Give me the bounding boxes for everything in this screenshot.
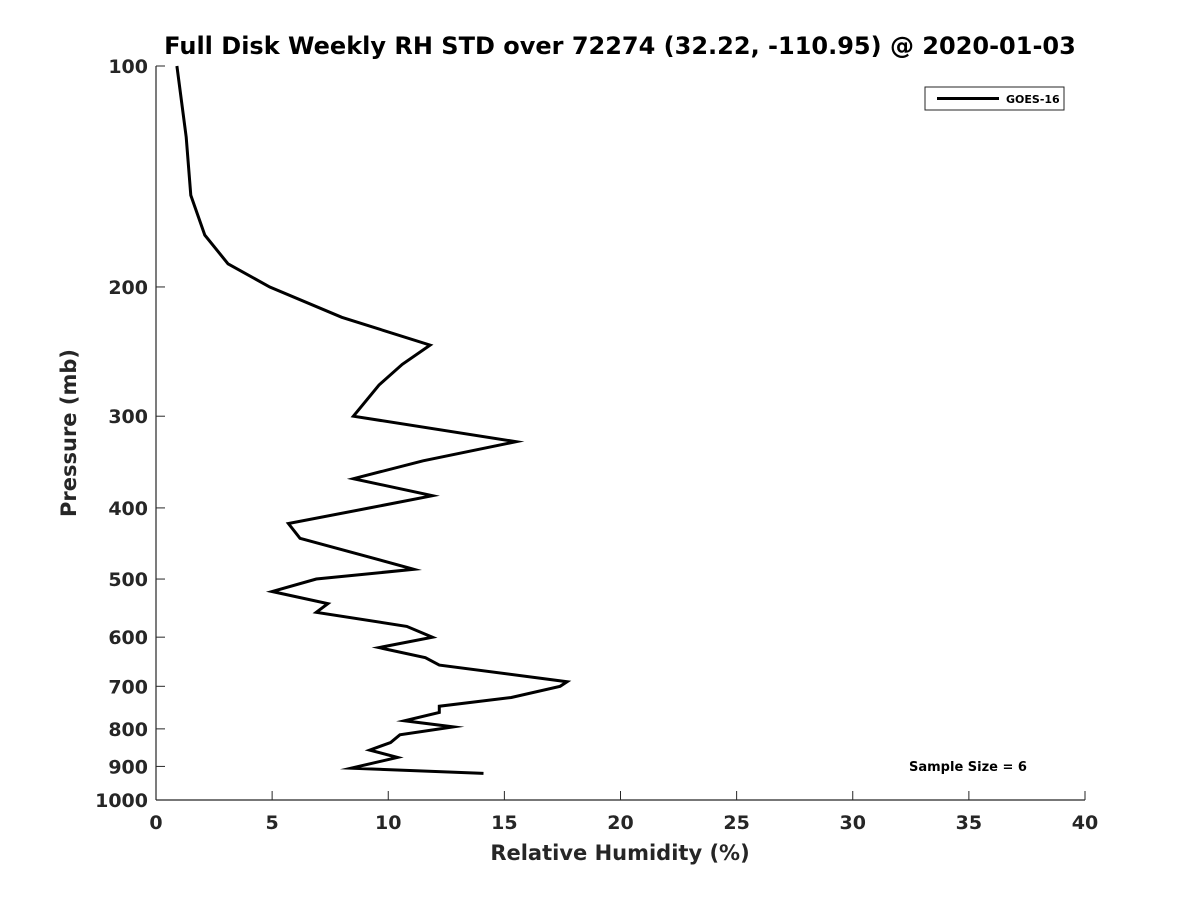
y-tick-label: 200 xyxy=(108,277,148,299)
y-tick-label: 500 xyxy=(108,569,148,591)
x-tick-label: 0 xyxy=(149,812,162,834)
x-tick-label: 20 xyxy=(607,812,633,834)
chart-title: Full Disk Weekly RH STD over 72274 (32.2… xyxy=(164,32,1076,60)
y-tick-label: 800 xyxy=(108,719,148,741)
y-axis-label: Pressure (mb) xyxy=(57,349,81,517)
legend: GOES-16 xyxy=(924,86,1065,111)
plot-axes xyxy=(155,66,1085,801)
x-tick-label: 30 xyxy=(840,812,866,834)
x-axis-label: Relative Humidity (%) xyxy=(490,841,749,865)
y-tick-label: 900 xyxy=(108,756,148,778)
series-line-goes-16 xyxy=(175,65,572,775)
x-axis-ticks: 0 5 10 15 20 25 30 35 40 xyxy=(149,791,1098,834)
x-tick-label: 10 xyxy=(375,812,401,834)
x-tick-label: 15 xyxy=(491,812,517,834)
y-tick-label: 600 xyxy=(108,627,148,649)
y-tick-label: 400 xyxy=(108,498,148,520)
y-axis-ticks: 100 200 300 400 500 600 700 800 900 1000 xyxy=(95,56,165,812)
sample-size-annotation: Sample Size = 6 xyxy=(909,760,1027,775)
y-tick-label: 300 xyxy=(108,406,148,428)
x-tick-label: 5 xyxy=(266,812,279,834)
y-tick-label: 700 xyxy=(108,676,148,698)
x-tick-label: 35 xyxy=(956,812,982,834)
x-tick-label: 40 xyxy=(1072,812,1098,834)
legend-label-goes-16: GOES-16 xyxy=(1006,93,1060,106)
y-tick-label: 1000 xyxy=(95,790,148,812)
y-tick-label: 100 xyxy=(108,56,148,78)
series-layer xyxy=(175,65,572,775)
x-tick-label: 25 xyxy=(723,812,749,834)
